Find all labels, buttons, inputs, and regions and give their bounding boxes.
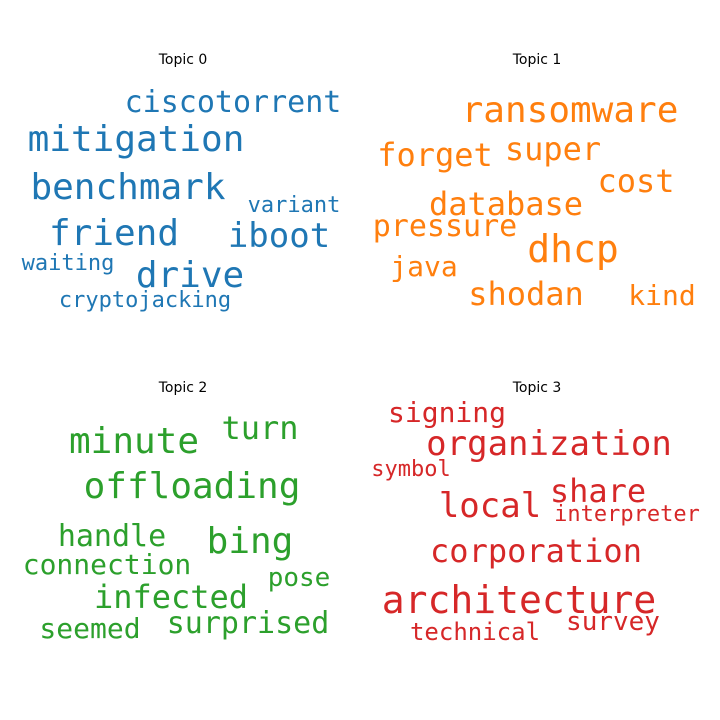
topic-3-word-signing: signing: [387, 396, 507, 429]
topic-1-word-shodan: shodan: [468, 275, 584, 313]
topic-1-word-java: java: [390, 250, 458, 283]
topic-1-word-database: database: [428, 185, 584, 223]
topic-0-word-mitigation: mitigation: [27, 119, 245, 160]
topic-1-word-forget: forget: [377, 136, 493, 174]
topic-2-word-handle: handle: [57, 519, 167, 554]
topic-3-word-architecture: architecture: [381, 578, 657, 622]
topic-3-word-share: share: [549, 472, 647, 510]
topic-1-word-pressure: pressure: [372, 209, 518, 244]
topic-3-word-interpreter: interpreter: [554, 502, 700, 527]
topic-1-word-ransomware: ransomware: [461, 90, 679, 131]
topic-2-word-minute: minute: [68, 421, 200, 462]
topic-0-word-variant: variant: [247, 193, 341, 218]
topic-3-word-corporation: corporation: [430, 532, 642, 570]
topic-1-word-dhcp: dhcp: [527, 227, 619, 271]
topic-0-word-friend: friend: [48, 213, 180, 254]
topic-1-word-super: super: [504, 130, 602, 168]
topic-0-word-iboot: iboot: [227, 216, 331, 256]
topic-1-title: Topic 1: [512, 52, 562, 68]
topic-0-word-ciscotorrent: ciscotorrent: [124, 85, 342, 120]
topic-2-word-infected: infected: [93, 578, 249, 616]
topic-2-word-turn: turn: [221, 409, 299, 447]
topic-0-word-drive: drive: [135, 255, 245, 296]
topic-0-word-cryptojacking: cryptojacking: [58, 288, 232, 313]
topic-3-title: Topic 3: [512, 380, 562, 396]
topic-2-word-connection: connection: [22, 548, 192, 581]
topic-2-word-seemed: seemed: [39, 612, 141, 645]
topic-3-word-technical: technical: [409, 618, 541, 646]
topic-2-word-pose: pose: [267, 563, 331, 593]
topic-0-word-benchmark: benchmark: [30, 167, 226, 208]
topic-3-word-survey: survey: [566, 607, 660, 637]
topic-1-word-cost: cost: [597, 162, 675, 200]
topic-2-word-surprised: surprised: [166, 606, 330, 641]
topic-3-word-symbol: symbol: [371, 457, 451, 482]
topic-0-word-waiting: waiting: [21, 251, 115, 276]
topic-1-word-kind: kind: [628, 279, 696, 312]
topic-3-word-local: local: [438, 486, 542, 526]
topic-0-title: Topic 0: [158, 52, 208, 68]
topic-3-word-organization: organization: [426, 424, 672, 464]
topic-2-word-offloading: offloading: [83, 466, 301, 507]
topic-2-title: Topic 2: [158, 380, 208, 396]
topic-2-word-bing: bing: [206, 521, 294, 562]
